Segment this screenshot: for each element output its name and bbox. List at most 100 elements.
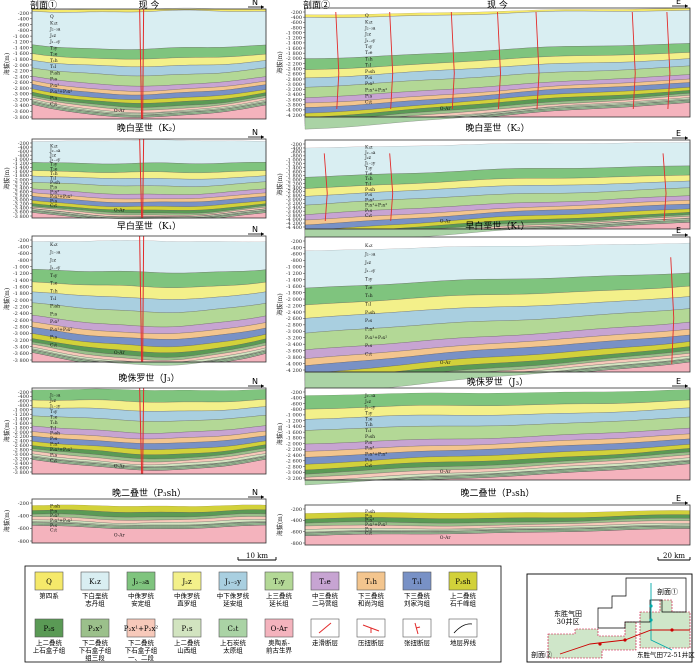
- y-tick-label: -1 800: [13, 173, 29, 179]
- y-tick-label: -1 600: [13, 284, 29, 290]
- y-tick-label: -3 800: [13, 358, 29, 364]
- y-tick-label: -3 200: [13, 97, 29, 103]
- y-tick-label: -800: [18, 28, 29, 34]
- unit-label: Q: [50, 14, 54, 20]
- unit-label: K₁z: [365, 145, 373, 151]
- y-tick-label: -200: [291, 239, 302, 245]
- y-tick-label: -3 000: [13, 331, 29, 337]
- y-tick-label: -1 600: [286, 430, 302, 436]
- surface-above: [32, 499, 266, 507]
- y-tick-label: -1 400: [13, 416, 29, 422]
- y-tick-label: -1 000: [13, 34, 29, 40]
- strike-slip-fault: [142, 235, 145, 363]
- bedding-line: [304, 525, 690, 534]
- y-tick-label: -1 000: [13, 264, 29, 270]
- y-tick-label: -1 600: [286, 46, 302, 52]
- legend-swatch: [448, 618, 478, 638]
- legend-frame: [24, 565, 502, 663]
- unit-label: P₂s: [365, 192, 373, 198]
- legend-swatch: [356, 571, 386, 591]
- y-axis-label: 海拔(m): [3, 510, 11, 532]
- y-tick-label: -3 200: [286, 87, 302, 93]
- direction-label: N: [252, 377, 258, 386]
- unit-label: O-Ar: [440, 106, 452, 112]
- y-tick-label: -3 800: [13, 470, 29, 476]
- y-tick-label: -4 400: [286, 225, 302, 231]
- y-tick-label: -2 600: [286, 459, 302, 465]
- unit-label: P₂s: [50, 311, 58, 317]
- y-tick-label: -1 000: [286, 265, 302, 271]
- y-tick-label: -2 000: [13, 177, 29, 183]
- legend-code: T₁l: [412, 578, 422, 586]
- unit-label: P₂s: [50, 436, 58, 442]
- y-tick-label: -2 000: [286, 297, 302, 303]
- arrow-head: [261, 5, 264, 9]
- section-label: 剖面②: [303, 0, 330, 11]
- y-tick-label: -4 000: [286, 108, 302, 114]
- y-tick-label: -400: [18, 244, 29, 250]
- y-tick-label: -3 000: [286, 197, 302, 203]
- unit-label: P₁s: [365, 94, 373, 100]
- unit-label: J₂₋₃a: [364, 393, 376, 399]
- bedding-line: [31, 457, 267, 470]
- inset-label-well72-51: 东胜气田72-51井区: [637, 650, 695, 659]
- y-tick-label: -3 400: [286, 92, 302, 98]
- legend-name: 和尚沟组: [358, 599, 385, 608]
- y-tick-label: -3 800: [286, 355, 302, 361]
- y-axis-label: 海拔(m): [276, 51, 284, 73]
- direction-label: N: [252, 0, 258, 7]
- y-tick-label: -1 400: [286, 166, 302, 172]
- legend-item-sym-strike: 走滑断层: [310, 618, 340, 647]
- legend-name: 上二叠统: [36, 638, 63, 647]
- unit-label: P₁s: [50, 523, 58, 529]
- unit-label: O-Ar: [114, 350, 126, 356]
- direction-label: N: [252, 225, 258, 234]
- y-tick-label: -2 400: [13, 74, 29, 80]
- y-tick-label: -2 200: [286, 181, 302, 187]
- unit-label: J₂z: [364, 399, 372, 405]
- unit-label: P₂s: [365, 318, 373, 324]
- arrow-head: [261, 384, 264, 388]
- y-tick-label: -2 200: [13, 181, 29, 187]
- y-tick-label: -600: [291, 529, 302, 535]
- unit-label: J₁₋₂y: [364, 405, 376, 411]
- unit-label: K₁z: [365, 19, 373, 25]
- y-tick-label: -2 600: [286, 316, 302, 322]
- unit-label: T₁l: [365, 63, 372, 69]
- unit-label: T₁l: [365, 302, 372, 308]
- y-tick-label: -1 800: [286, 51, 302, 57]
- legend-swatch: [172, 571, 202, 591]
- y-tick-label: -2 400: [286, 453, 302, 459]
- y-axis-label: 海拔(m): [3, 288, 11, 310]
- legend-code: P₃sh: [455, 578, 471, 586]
- well-dot: [670, 628, 674, 632]
- surface-above: [305, 505, 690, 514]
- unit-label: P₂x³: [50, 189, 59, 195]
- strike-slip-fault: [142, 138, 145, 219]
- unit-label: J₂₋₃a: [49, 148, 61, 154]
- scale-bar-right: 20 km: [657, 552, 691, 561]
- section-1-line: [650, 583, 673, 651]
- y-tick-label: -2 400: [13, 311, 29, 317]
- y-tick-label: -400: [291, 396, 302, 402]
- unit-label: T₂e: [50, 281, 58, 287]
- y-tick-label: -1 000: [13, 408, 29, 414]
- y-tick-label: -2 800: [286, 77, 302, 83]
- legend-swatch: [218, 571, 248, 591]
- legend-code: P₁s: [181, 625, 193, 633]
- legend-name: 下白垩统: [82, 591, 109, 600]
- unit-label: P₂s: [365, 440, 373, 446]
- right-panel-1: -200-400-600-800-1 000-1 200-1 400-1 600…: [276, 0, 691, 130]
- y-tick-label: -800: [291, 154, 302, 160]
- unit-label: T₃y: [365, 166, 373, 172]
- left-panel-2: -200-400-600-800-1 000-1 200-1 400-1 600…: [3, 122, 267, 220]
- y-tick-label: -200: [291, 507, 302, 513]
- legend-name: 延长组: [269, 599, 289, 608]
- legend-code: C₂t: [228, 625, 239, 633]
- legend-swatch: [172, 618, 202, 638]
- y-tick-label: -800: [291, 541, 302, 547]
- legend-swatch: [448, 571, 478, 591]
